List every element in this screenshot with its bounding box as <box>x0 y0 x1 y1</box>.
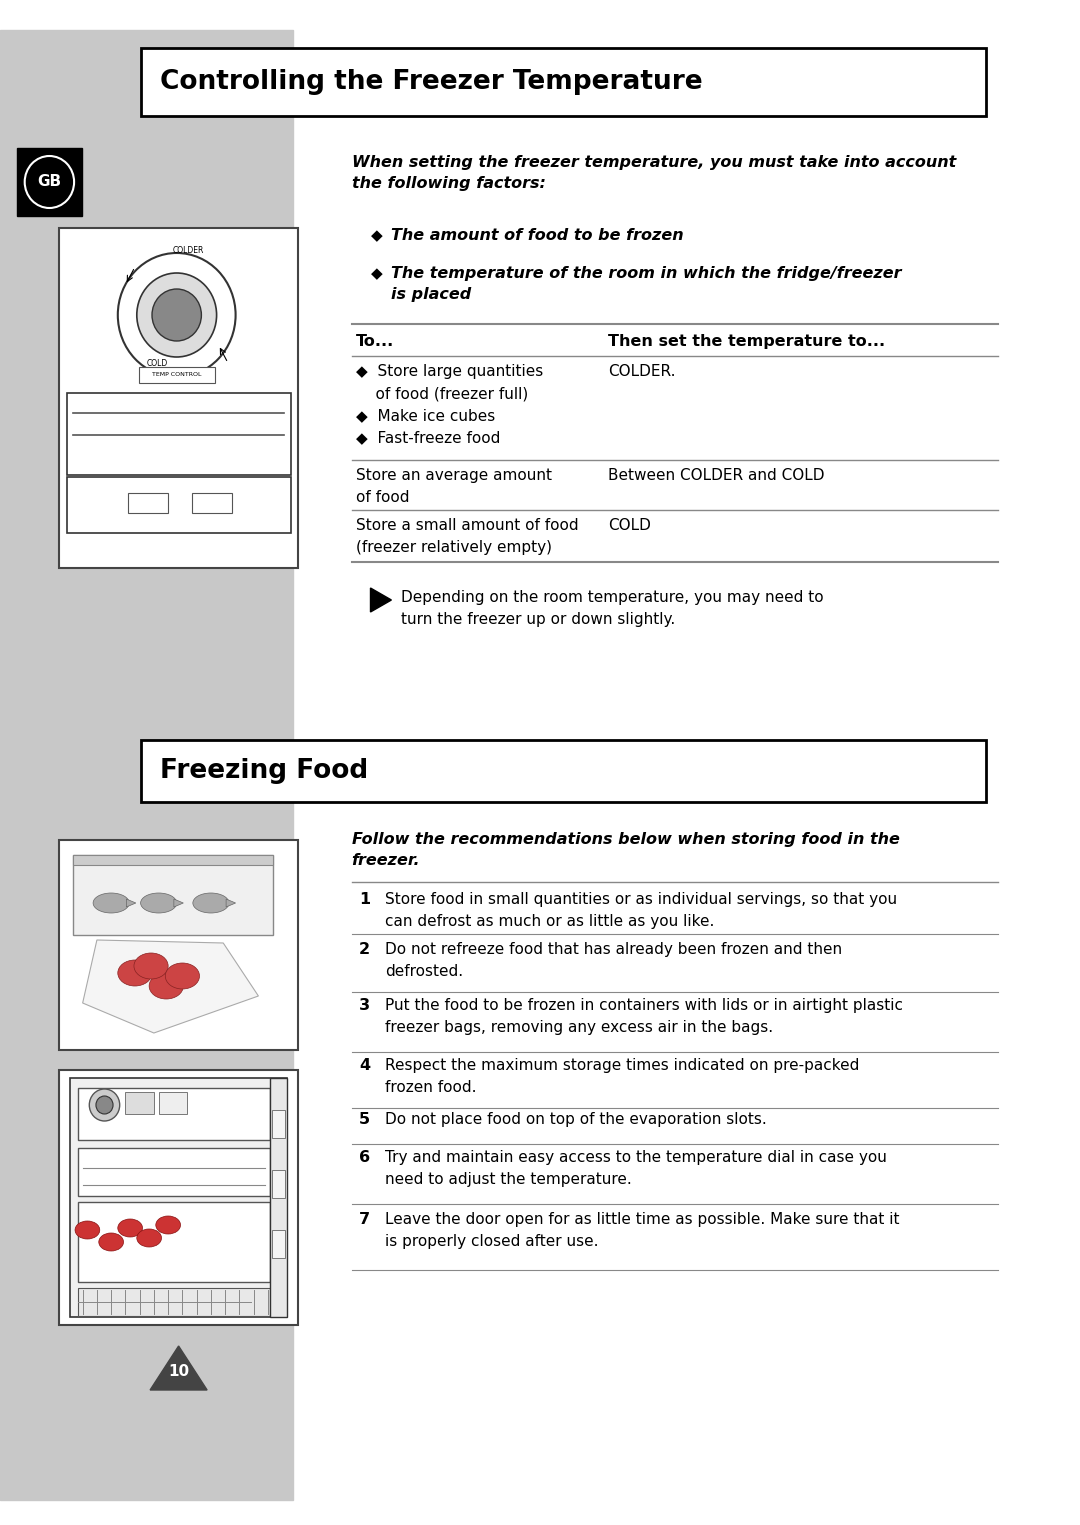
Circle shape <box>96 1096 113 1113</box>
Text: COLD: COLD <box>147 358 168 368</box>
Polygon shape <box>150 1347 207 1389</box>
Text: Respect the maximum storage times indicated on pre-packed
frozen food.: Respect the maximum storage times indica… <box>384 1058 859 1095</box>
Bar <box>78 1148 270 1196</box>
Text: GB: GB <box>38 174 62 189</box>
Bar <box>78 1087 270 1141</box>
Ellipse shape <box>165 962 200 990</box>
Bar <box>59 1071 298 1325</box>
Bar <box>67 477 291 534</box>
Ellipse shape <box>134 953 168 979</box>
Text: 6: 6 <box>359 1150 370 1165</box>
Text: COLD: COLD <box>608 518 651 534</box>
Text: 10: 10 <box>168 1365 189 1380</box>
Bar <box>138 368 215 383</box>
Ellipse shape <box>137 1229 162 1247</box>
Bar <box>59 840 298 1051</box>
Text: Try and maintain easy access to the temperature dial in case you
need to adjust : Try and maintain easy access to the temp… <box>384 1150 887 1186</box>
Text: 2: 2 <box>359 942 370 958</box>
Text: ◆: ◆ <box>370 229 382 242</box>
Text: Put the food to be frozen in containers with lids or in airtight plastic
freezer: Put the food to be frozen in containers … <box>384 997 903 1034</box>
FancyBboxPatch shape <box>140 47 986 116</box>
Text: 1: 1 <box>359 892 370 907</box>
Bar <box>192 493 232 512</box>
Bar <box>125 1092 154 1113</box>
Text: Between COLDER and COLD: Between COLDER and COLD <box>608 468 824 483</box>
Ellipse shape <box>118 961 152 987</box>
Text: To...: To... <box>356 334 394 349</box>
Text: 4: 4 <box>359 1058 370 1074</box>
Bar <box>129 493 168 512</box>
Polygon shape <box>226 900 235 907</box>
Text: TEMP CONTROL: TEMP CONTROL <box>152 372 202 378</box>
Bar <box>0 30 293 1501</box>
Text: Store a small amount of food
(freezer relatively empty): Store a small amount of food (freezer re… <box>356 518 579 555</box>
Bar <box>272 1110 285 1138</box>
Text: Freezing Food: Freezing Food <box>160 758 368 784</box>
Bar <box>73 856 272 865</box>
Ellipse shape <box>118 1218 143 1237</box>
Text: ◆  Store large quantities
    of food (freezer full)
◆  Make ice cubes
◆  Fast-f: ◆ Store large quantities of food (freeze… <box>356 364 543 445</box>
Text: 7: 7 <box>359 1212 370 1228</box>
Bar <box>159 1092 187 1113</box>
Text: Store an average amount
of food: Store an average amount of food <box>356 468 552 505</box>
Polygon shape <box>370 589 391 612</box>
Text: Controlling the Freezer Temperature: Controlling the Freezer Temperature <box>160 69 702 95</box>
Ellipse shape <box>75 1222 99 1238</box>
Bar <box>17 148 82 217</box>
Polygon shape <box>83 939 258 1032</box>
Polygon shape <box>126 900 136 907</box>
Circle shape <box>137 273 217 357</box>
Text: Do not refreeze food that has already been frozen and then
defrosted.: Do not refreeze food that has already be… <box>384 942 842 979</box>
Text: When setting the freezer temperature, you must take into account
the following f: When setting the freezer temperature, yo… <box>351 156 956 191</box>
Bar <box>78 1289 270 1316</box>
Text: COLDER.: COLDER. <box>608 364 675 380</box>
Circle shape <box>90 1089 120 1121</box>
Text: Then set the temperature to...: Then set the temperature to... <box>608 334 886 349</box>
Ellipse shape <box>98 1234 123 1250</box>
Text: Leave the door open for as little time as possible. Make sure that it
is properl: Leave the door open for as little time a… <box>384 1212 900 1249</box>
Bar <box>70 1078 287 1318</box>
Ellipse shape <box>140 894 177 913</box>
Text: Do not place food on top of the evaporation slots.: Do not place food on top of the evaporat… <box>384 1112 767 1127</box>
Circle shape <box>118 253 235 377</box>
Bar <box>67 393 291 474</box>
Bar <box>73 856 272 935</box>
Ellipse shape <box>156 1215 180 1234</box>
Circle shape <box>152 290 201 342</box>
Text: Depending on the room temperature, you may need to
turn the freezer up or down s: Depending on the room temperature, you m… <box>401 590 824 627</box>
Bar <box>59 229 298 567</box>
Ellipse shape <box>149 973 184 999</box>
Bar <box>272 1231 285 1258</box>
Text: Follow the recommendations below when storing food in the
freezer.: Follow the recommendations below when st… <box>351 833 900 868</box>
Text: COLDER: COLDER <box>173 246 204 255</box>
Text: 5: 5 <box>359 1112 370 1127</box>
Polygon shape <box>174 900 184 907</box>
FancyBboxPatch shape <box>140 740 986 802</box>
Text: Store food in small quantities or as individual servings, so that you
can defros: Store food in small quantities or as ind… <box>384 892 896 929</box>
Text: The temperature of the room in which the fridge/freezer
is placed: The temperature of the room in which the… <box>391 265 902 302</box>
Bar <box>78 1202 270 1283</box>
Bar <box>272 1170 285 1199</box>
Bar <box>270 1078 287 1318</box>
Ellipse shape <box>193 894 229 913</box>
Text: ◆: ◆ <box>370 265 382 281</box>
Text: The amount of food to be frozen: The amount of food to be frozen <box>391 229 684 242</box>
Text: 3: 3 <box>359 997 370 1013</box>
Ellipse shape <box>93 894 130 913</box>
